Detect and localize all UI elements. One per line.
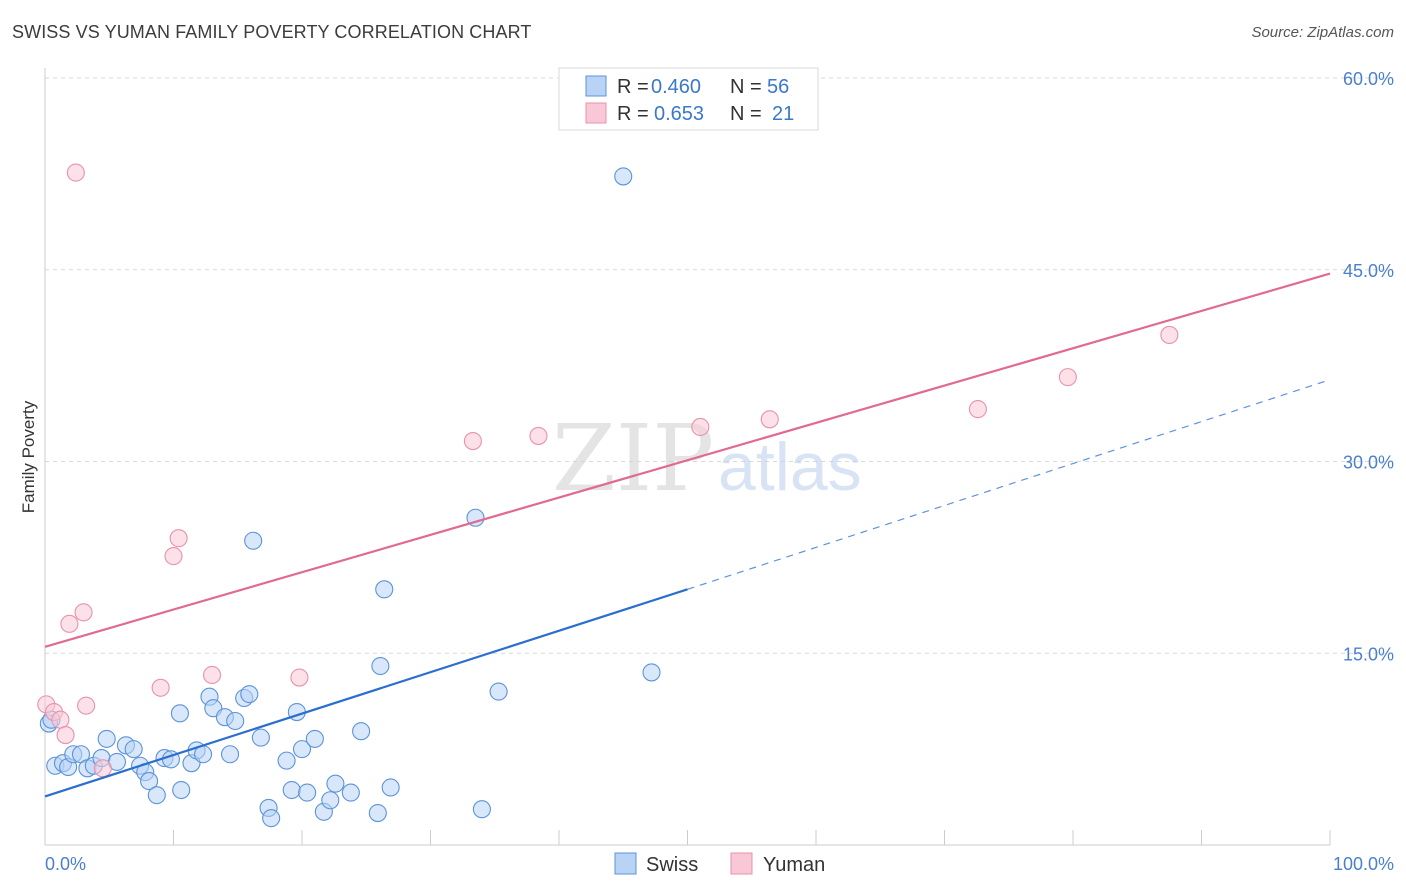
swiss-n-value: 56 (767, 76, 789, 98)
y-axis-label: Family Poverty (19, 400, 38, 513)
y-tick-label: 15.0% (1343, 644, 1394, 664)
chart-title: SWISS VS YUMAN FAMILY POVERTY CORRELATIO… (12, 22, 532, 42)
swiss-point (305, 729, 324, 748)
swiss-point (326, 774, 345, 793)
yuman-point (290, 668, 309, 687)
yuman-point (56, 726, 75, 745)
stats-legend: R = 0.460 N = 56 R = 0.653 N = 21 (558, 67, 819, 131)
yuman-point (51, 710, 70, 729)
yuman-r-value: 0.653 (654, 103, 704, 125)
swiss-r-value: 0.460 (651, 76, 701, 98)
swiss-point (244, 531, 263, 550)
swiss-point (240, 685, 259, 704)
legend-yuman-label: Yuman (763, 854, 825, 876)
swiss-point (321, 791, 340, 810)
yuman-point (1058, 368, 1077, 387)
watermark-zip: ZIP (552, 405, 714, 512)
swiss-point (292, 740, 312, 759)
yuman-point (691, 417, 710, 437)
swiss-point (147, 786, 166, 805)
watermark-atlas: atlas (718, 429, 862, 505)
swiss-point (642, 663, 661, 682)
y-tick-labels: 15.0% 30.0% 45.0% 60.0% (1343, 69, 1394, 664)
yuman-point (529, 426, 548, 445)
yuman-point (74, 603, 93, 622)
swiss-point (341, 783, 360, 802)
yuman-point (463, 431, 482, 451)
swiss-point (368, 803, 387, 823)
swiss-n-label: N = (730, 76, 762, 98)
swiss-point (282, 780, 301, 800)
swiss-point (371, 656, 390, 676)
legend-swiss-swatch (614, 852, 637, 875)
yuman-point (77, 696, 96, 715)
swiss-point (262, 809, 281, 828)
swiss-point (172, 780, 191, 800)
swiss-point (352, 722, 371, 741)
x-tick-max: 100.0% (1333, 854, 1394, 874)
yuman-point (968, 400, 987, 419)
swiss-trendline (44, 588, 688, 798)
swiss-point (220, 745, 240, 764)
yuman-legend-swatch (585, 102, 607, 124)
legend-yuman-swatch (730, 852, 753, 875)
swiss-point (226, 711, 245, 731)
series-legend: Swiss Yuman (614, 852, 825, 876)
swiss-point (251, 728, 270, 747)
swiss-point (298, 783, 317, 802)
y-tick-label: 45.0% (1343, 261, 1394, 281)
x-tick-min: 0.0% (45, 854, 86, 874)
swiss-point (375, 580, 394, 599)
yuman-point (164, 547, 183, 566)
legend-swiss-label: Swiss (646, 854, 698, 876)
source-credit: Source: ZipAtlas.com (1251, 24, 1394, 41)
yuman-point (760, 410, 779, 429)
grid-lines (45, 77, 1394, 654)
swiss-point (489, 682, 508, 701)
yuman-point (60, 614, 79, 633)
swiss-point (170, 704, 189, 723)
yuman-point (93, 759, 112, 778)
trendlines (44, 272, 1331, 798)
yuman-point (151, 678, 170, 697)
yuman-point (203, 665, 222, 685)
swiss-point (124, 740, 143, 759)
swiss-point (381, 778, 400, 797)
swiss-point (97, 729, 116, 748)
swiss-point (472, 800, 491, 819)
y-tick-label: 30.0% (1343, 453, 1394, 473)
yuman-n-value: 21 (772, 103, 794, 125)
yuman-point (66, 163, 85, 182)
y-tick-label: 60.0% (1343, 69, 1394, 89)
swiss-legend-swatch (585, 75, 607, 97)
yuman-point (169, 529, 188, 548)
yuman-trendline (44, 272, 1331, 648)
x-axis-ticks (44, 830, 1331, 845)
swiss-trendline-extension (687, 379, 1331, 590)
swiss-r-label: R = (617, 76, 649, 98)
swiss-point (277, 751, 296, 770)
yuman-r-label: R = (617, 103, 649, 125)
yuman-n-label: N = (730, 103, 762, 125)
swiss-point (140, 772, 159, 791)
yuman-points (37, 163, 1179, 778)
yuman-point (1160, 325, 1179, 344)
swiss-point (614, 167, 633, 186)
